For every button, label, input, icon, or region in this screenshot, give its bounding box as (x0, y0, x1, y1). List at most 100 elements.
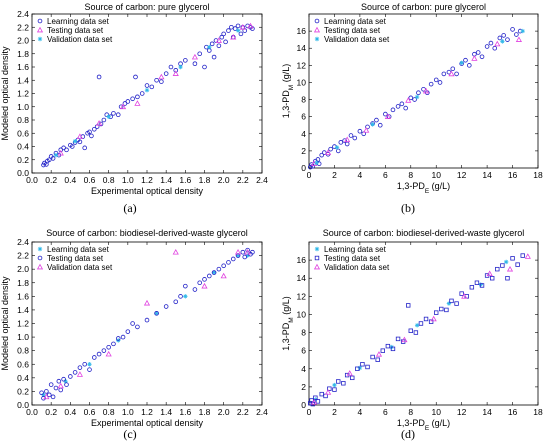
data-point-series-3 (370, 122, 375, 127)
legend-entry: Testing data set (324, 26, 381, 35)
y-tick-label: 2.4 (17, 237, 29, 247)
data-point-series-1 (144, 83, 150, 88)
y-tick-label: 2.2 (17, 251, 29, 261)
data-point-series-2 (423, 316, 429, 322)
data-point-series-1 (446, 301, 452, 306)
data-point-series-3 (234, 248, 242, 255)
data-point-series-1 (348, 133, 354, 138)
x-tick-label: 0.0 (26, 407, 38, 417)
data-point-series-1 (319, 152, 325, 158)
data-point-series-1 (403, 105, 408, 111)
data-point-series-1 (377, 122, 383, 128)
legend-marker (36, 263, 44, 270)
data-point-series-3 (430, 315, 437, 322)
data-point-series-1 (223, 39, 228, 45)
data-point-series-2 (363, 127, 370, 133)
y-axis-label: Modeled optical density (0, 46, 10, 141)
legend-entry: Learning data set (324, 245, 387, 254)
data-point-series-1 (111, 111, 116, 116)
x-tick-label: 0.0 (26, 175, 38, 185)
data-point-series-2 (505, 276, 510, 281)
data-point-series-3 (459, 60, 464, 65)
panel-label: (d) (401, 427, 415, 441)
data-point-series-2 (76, 133, 83, 139)
data-point-series-2 (500, 263, 505, 268)
y-tick-label: 1.4 (17, 305, 29, 315)
x-tick-label: 0 (307, 407, 312, 417)
y-tick-label: 0.6 (17, 359, 29, 369)
y-tick-label: 6 (301, 112, 306, 122)
data-point-series-2 (344, 136, 351, 143)
data-point-series-2 (385, 343, 391, 349)
x-tick-label: 8 (408, 407, 413, 417)
y-tick-label: 0.8 (17, 115, 29, 125)
legend-marker (37, 246, 43, 252)
data-point-series-3 (72, 139, 78, 144)
data-point-series-1 (130, 96, 135, 102)
data-point-series-2 (68, 374, 73, 379)
data-point-series-1 (82, 145, 88, 151)
x-axis-label: 1,3-PDE (g/L) (397, 181, 450, 195)
x-axis-label: Experimental optical density (91, 186, 204, 196)
chart-title: Source of carbon: biodiesel-derived-wast… (46, 228, 248, 238)
data-point-series-2 (58, 387, 64, 393)
y-tick-label: 0.2 (17, 155, 29, 165)
data-point-series-2 (96, 351, 102, 357)
data-point-series-2 (144, 317, 150, 323)
data-point-series-1 (505, 37, 510, 42)
y-tick-label: 1.0 (17, 332, 29, 342)
y-tick-label: 1.4 (17, 75, 29, 85)
data-point-series-1 (159, 79, 164, 84)
data-point-series-1 (219, 34, 225, 40)
data-point-series-2 (448, 70, 455, 77)
data-point-series-1 (501, 33, 506, 38)
data-point-series-2 (469, 285, 475, 290)
x-axis-label: Experimental optical density (91, 418, 204, 428)
x-tick-label: 0.6 (84, 175, 96, 185)
panel-label: (a) (123, 201, 136, 215)
data-point-series-2 (444, 307, 449, 313)
y-tick-label: 8 (301, 328, 306, 338)
data-point-series-1 (478, 282, 483, 287)
x-tick-label: 1.8 (199, 175, 211, 185)
data-point-series-1 (510, 27, 515, 32)
data-point-series-2 (183, 283, 188, 289)
x-tick-label: 1.2 (141, 407, 153, 417)
data-point-series-1 (514, 32, 519, 37)
data-point-series-1 (454, 71, 459, 77)
data-point-series-2 (57, 149, 64, 156)
data-point-series-1 (211, 54, 217, 60)
data-point-series-1 (307, 164, 313, 170)
y-tick-label: 2.4 (17, 9, 29, 19)
data-point-series-2 (173, 299, 179, 305)
legend-entry: Learning data set (47, 17, 110, 26)
chart-panel-3: Source of carbon: biodiesel-derived-wast… (0, 228, 268, 441)
data-point-series-1 (352, 135, 358, 141)
data-point-series-1 (101, 117, 107, 123)
data-point-series-1 (41, 392, 46, 398)
data-point-series-2 (449, 298, 454, 304)
data-point-series-2 (428, 319, 434, 324)
data-point-series-1 (46, 157, 52, 163)
data-point-series-1 (216, 43, 222, 49)
data-point-series-3 (106, 114, 111, 119)
legend-marker (313, 263, 321, 270)
data-point-series-1 (332, 382, 337, 388)
data-point-series-2 (72, 370, 78, 375)
data-point-series-2 (230, 256, 236, 262)
data-point-series-2 (332, 387, 337, 392)
data-point-series-2 (235, 253, 241, 258)
data-point-series-2 (158, 73, 165, 80)
x-axis-label: 1,3-PDE (g/L) (397, 418, 450, 432)
data-point-series-1 (50, 156, 56, 161)
data-point-series-2 (56, 378, 62, 384)
data-point-series-1 (433, 77, 439, 83)
legend-marker (37, 36, 43, 42)
x-tick-label: 1.4 (160, 175, 172, 185)
data-point-series-2 (242, 254, 248, 260)
legend-marker (313, 26, 321, 33)
x-tick-label: 1.8 (199, 407, 211, 417)
y-tick-label: 1.2 (17, 319, 29, 329)
y-tick-label: 16 (297, 26, 307, 36)
data-point-series-1 (479, 54, 485, 60)
